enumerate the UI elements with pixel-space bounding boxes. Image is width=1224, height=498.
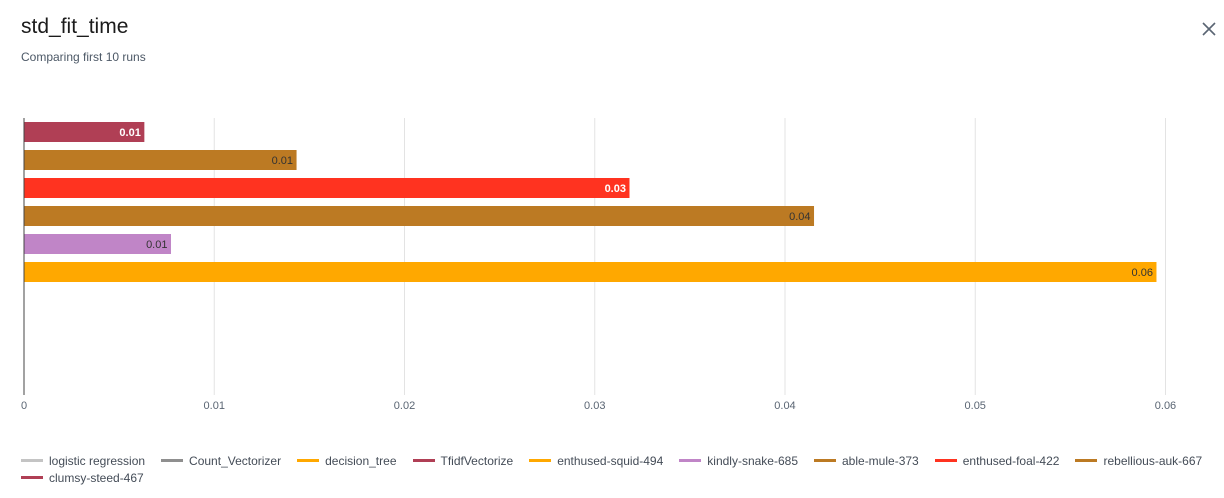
- legend-item[interactable]: kindly-snake-685: [679, 453, 798, 468]
- legend-swatch: [21, 476, 43, 479]
- chart-legend: logistic regression Count_Vectorizer decis…: [21, 453, 1216, 485]
- bar-value-label: 0.03: [605, 183, 626, 195]
- legend-label: logistic regression: [49, 453, 146, 468]
- legend-item[interactable]: enthused-squid-494: [529, 453, 663, 468]
- legend-label: enthused-squid-494: [557, 453, 664, 468]
- bar-value-label: 0.04: [789, 211, 810, 223]
- legend-label: TfidfVectorize: [440, 453, 514, 468]
- close-icon: [1202, 22, 1216, 36]
- legend-swatch: [21, 459, 43, 462]
- legend-item[interactable]: rebellious-auk-667: [1075, 453, 1202, 468]
- legend-item[interactable]: clumsy-steed-467: [21, 470, 144, 485]
- x-tick-label: 0.05: [965, 400, 986, 412]
- legend-label: clumsy-steed-467: [49, 470, 144, 485]
- legend-item[interactable]: logistic regression: [21, 453, 145, 468]
- legend-label: Count_Vectorizer: [189, 453, 282, 468]
- x-tick-label: 0: [21, 400, 27, 412]
- bar-value-label: 0.01: [272, 155, 293, 167]
- legend-label: able-mule-373: [842, 453, 919, 468]
- bar-chart: 0 0.01 0.02 0.03 0.04 0.05 0.06 0.01 0.01 0.03 0.0…: [21, 118, 1176, 412]
- x-tick-label: 0.01: [204, 400, 225, 412]
- bar: [24, 178, 630, 198]
- legend-item[interactable]: decision_tree: [297, 453, 397, 468]
- x-tick-label: 0.02: [394, 400, 415, 412]
- legend-item[interactable]: able-mule-373: [814, 453, 919, 468]
- bar: [24, 262, 1157, 282]
- legend-label: kindly-snake-685: [707, 453, 798, 468]
- bar-value-label: 0.01: [119, 127, 140, 139]
- bar: [24, 122, 145, 142]
- bar: [24, 150, 297, 170]
- legend-swatch: [412, 459, 435, 462]
- legend-swatch: [529, 459, 552, 462]
- bar: [24, 206, 815, 226]
- legend-item[interactable]: TfidfVectorize: [412, 453, 514, 468]
- close-button[interactable]: [1200, 20, 1218, 38]
- x-tick-label: 0.03: [584, 400, 605, 412]
- legend-swatch: [814, 459, 836, 462]
- chart-title: std_fit_time: [21, 15, 129, 38]
- x-tick-label: 0.04: [774, 400, 795, 412]
- legend-label: rebellious-auk-667: [1103, 453, 1203, 468]
- legend-swatch: [934, 459, 957, 462]
- legend-swatch: [679, 459, 702, 462]
- bar-value-label: 0.06: [1132, 267, 1153, 279]
- bar: [24, 234, 171, 254]
- bar-value-label: 0.01: [146, 239, 167, 251]
- legend-swatch: [161, 459, 184, 462]
- legend-swatch: [297, 459, 320, 462]
- x-tick-label: 0.06: [1155, 400, 1176, 412]
- legend-item[interactable]: enthused-foal-422: [934, 453, 1060, 468]
- chart-subtitle: Comparing first 10 runs: [21, 50, 146, 64]
- legend-label: enthused-foal-422: [962, 453, 1060, 468]
- legend-item[interactable]: Count_Vectorizer: [161, 453, 281, 468]
- legend-label: decision_tree: [325, 453, 397, 468]
- legend-swatch: [1075, 459, 1098, 462]
